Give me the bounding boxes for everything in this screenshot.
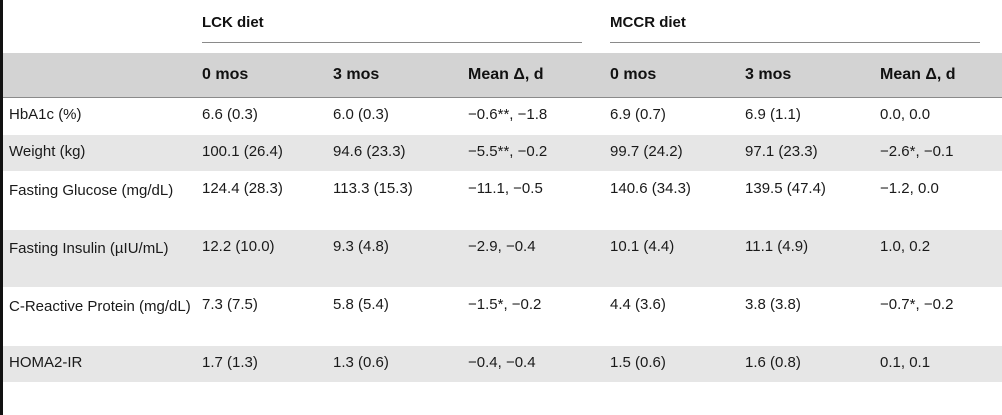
- table-row: Fasting Insulin (µIU/mL) 12.2 (10.0) 9.3…: [3, 229, 1002, 288]
- group-underline-mccr: [610, 42, 981, 43]
- row-label: C-Reactive Protein (mg/dL): [3, 287, 196, 346]
- table-cell: 0.0, 0.0: [874, 97, 1002, 135]
- table-cell: 140.6 (34.3): [604, 171, 740, 230]
- column-header: 3 mos: [327, 53, 462, 98]
- group-label-lck: LCK diet: [202, 14, 264, 31]
- table-cell: 113.3 (15.3): [327, 171, 462, 230]
- table-cell: −11.1, −0.5: [462, 171, 605, 230]
- table-row: Fasting Glucose (mg/dL) 124.4 (28.3) 113…: [3, 171, 1002, 230]
- table-cell: 1.7 (1.3): [196, 345, 327, 383]
- table-cell: −1.5*, −0.2: [462, 287, 605, 346]
- table-cell: −0.7*, −0.2: [874, 287, 1002, 346]
- column-header: 0 mos: [196, 53, 327, 98]
- row-label: HbA1c (%): [3, 97, 196, 135]
- table-row: C-Reactive Protein (mg/dL) 7.3 (7.5) 5.8…: [3, 287, 1002, 346]
- group-header-row: LCK diet MCCR diet: [3, 0, 1002, 53]
- corner-cell: [3, 0, 196, 53]
- group-header-mccr: MCCR diet: [604, 0, 1002, 53]
- column-header: 0 mos: [604, 53, 740, 98]
- table-cell: 94.6 (23.3): [327, 134, 462, 172]
- left-border-rule: [0, 0, 3, 415]
- table-cell: 100.1 (26.4): [196, 134, 327, 172]
- table-cell: 4.4 (3.6): [604, 287, 740, 346]
- table-cell: 7.3 (7.5): [196, 287, 327, 346]
- table-cell: 124.4 (28.3): [196, 171, 327, 230]
- table-cell: 1.3 (0.6): [327, 345, 462, 383]
- table-cell: 3.8 (3.8): [739, 287, 875, 346]
- row-label: Fasting Glucose (mg/dL): [3, 171, 196, 230]
- table-cell: 1.5 (0.6): [604, 345, 740, 383]
- table-cell: −2.6*, −0.1: [874, 134, 1002, 172]
- table-cell: 5.8 (5.4): [327, 287, 462, 346]
- table-cell: 1.6 (0.8): [739, 345, 875, 383]
- group-underline-lck: [202, 42, 583, 43]
- table-cell: −1.2, 0.0: [874, 171, 1002, 230]
- table-row: HOMA2-IR 1.7 (1.3) 1.3 (0.6) −0.4, −0.4 …: [3, 345, 1002, 383]
- table-cell: −5.5**, −0.2: [462, 134, 605, 172]
- group-header-lck: LCK diet: [196, 0, 604, 53]
- subheader-blank: [3, 53, 196, 98]
- row-label: Fasting Insulin (µIU/mL): [3, 229, 196, 288]
- table-cell: 1.0, 0.2: [874, 229, 1002, 288]
- table-cell: −0.4, −0.4: [462, 345, 605, 383]
- table-cell: 97.1 (23.3): [739, 134, 875, 172]
- row-label: HOMA2-IR: [3, 345, 196, 383]
- table-cell: 6.0 (0.3): [327, 97, 462, 135]
- column-header: 3 mos: [739, 53, 875, 98]
- table-cell: 11.1 (4.9): [739, 229, 875, 288]
- row-label: Weight (kg): [3, 134, 196, 172]
- table-cell: 9.3 (4.8): [327, 229, 462, 288]
- group-label-mccr: MCCR diet: [610, 14, 686, 31]
- subheader-row: 0 mos 3 mos Mean Δ, d 0 mos 3 mos Mean Δ…: [3, 53, 1002, 98]
- table-cell: 6.9 (0.7): [604, 97, 740, 135]
- table-cell: 99.7 (24.2): [604, 134, 740, 172]
- table-cell: −2.9, −0.4: [462, 229, 605, 288]
- column-header: Mean Δ, d: [462, 53, 605, 98]
- table-cell: −0.6**, −1.8: [462, 97, 605, 135]
- table-cell: 6.9 (1.1): [739, 97, 875, 135]
- results-table: LCK diet MCCR diet 0 mos 3 mos Mean Δ, d…: [3, 0, 1002, 383]
- table-cell: 0.1, 0.1: [874, 345, 1002, 383]
- column-header: Mean Δ, d: [874, 53, 1002, 98]
- table-row: HbA1c (%) 6.6 (0.3) 6.0 (0.3) −0.6**, −1…: [3, 97, 1002, 135]
- table-row: Weight (kg) 100.1 (26.4) 94.6 (23.3) −5.…: [3, 134, 1002, 172]
- table-cell: 139.5 (47.4): [739, 171, 875, 230]
- table-cell: 10.1 (4.4): [604, 229, 740, 288]
- table-cell: 6.6 (0.3): [196, 97, 327, 135]
- table-cell: 12.2 (10.0): [196, 229, 327, 288]
